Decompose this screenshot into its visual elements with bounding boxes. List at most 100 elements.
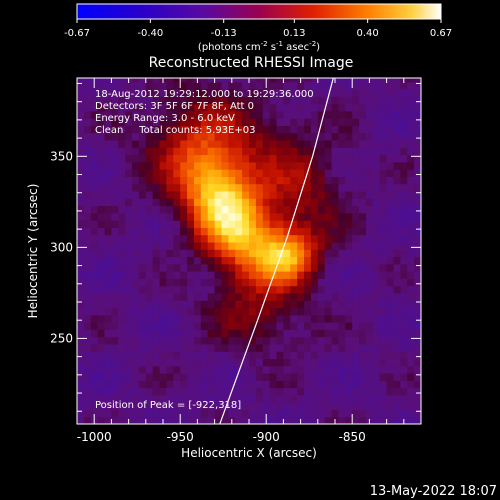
- heatmap-cell: [297, 205, 305, 214]
- heatmap-cell: [393, 307, 401, 316]
- heatmap-cell: [166, 285, 174, 294]
- heatmap-cell: [414, 409, 421, 418]
- heatmap-cell: [194, 300, 202, 309]
- heatmap-cell: [207, 373, 216, 381]
- heatmap-cell: [132, 176, 140, 185]
- heatmap-cell: [180, 205, 188, 214]
- heatmap-cell: [345, 409, 353, 418]
- heatmap-cell: [414, 125, 421, 134]
- colorbar-tick-label: 0.13: [283, 28, 305, 39]
- heatmap-cell: [352, 314, 360, 323]
- heatmap-cell: [242, 227, 250, 236]
- heatmap-cell: [366, 227, 374, 236]
- heatmap-cell: [221, 271, 229, 279]
- heatmap-cell: [242, 402, 250, 410]
- heatmap-cell: [235, 212, 243, 221]
- heatmap-cell: [283, 278, 291, 287]
- heatmap-cell: [297, 278, 305, 287]
- heatmap-cell: [324, 183, 333, 192]
- heatmap-cell: [242, 373, 250, 381]
- heatmap-cell: [290, 169, 298, 177]
- heatmap-cell: [97, 96, 106, 105]
- heatmap-cell: [352, 300, 360, 309]
- heatmap-cell: [366, 241, 374, 250]
- heatmap-cell: [414, 394, 421, 403]
- heatmap-cell: [352, 351, 360, 360]
- heatmap-cell: [400, 96, 408, 105]
- heatmap-cell: [125, 110, 133, 119]
- heatmap-cell: [111, 402, 119, 410]
- heatmap-cell: [228, 241, 236, 250]
- heatmap-cell: [194, 190, 202, 199]
- heatmap-cell: [228, 380, 236, 389]
- heatmap-cell: [83, 314, 92, 323]
- heatmap-cell: [97, 176, 106, 185]
- heatmap-cell: [352, 358, 360, 367]
- heatmap-cell: [242, 154, 250, 163]
- heatmap-cell: [173, 154, 181, 163]
- heatmap-cell: [331, 110, 340, 119]
- heatmap-cell: [283, 307, 291, 316]
- heatmap-cell: [90, 110, 99, 119]
- heatmap-cell: [393, 271, 401, 279]
- heatmap-cell: [118, 183, 126, 192]
- heatmap-cell: [331, 409, 340, 418]
- heatmap-cell: [138, 147, 147, 156]
- heatmap-cell: [407, 88, 415, 97]
- heatmap-cell: [297, 88, 305, 97]
- heatmap-cell: [352, 322, 360, 330]
- heatmap-cell: [194, 154, 202, 163]
- heatmap-cell: [331, 198, 340, 207]
- heatmap-cell: [152, 241, 161, 250]
- heatmap-cell: [393, 81, 401, 90]
- heatmap-cell: [118, 278, 126, 287]
- heatmap-cell: [207, 169, 216, 177]
- heatmap-cell: [152, 234, 161, 243]
- heatmap-cell: [159, 132, 168, 141]
- heatmap-cell: [310, 176, 319, 185]
- heatmap-cell: [393, 78, 401, 83]
- heatmap-cell: [352, 249, 360, 258]
- heatmap-cell: [331, 380, 340, 389]
- heatmap-cell: [111, 118, 119, 126]
- heatmap-cell: [324, 154, 333, 163]
- heatmap-cell: [228, 394, 236, 403]
- heatmap-cell: [207, 292, 216, 301]
- heatmap-cell: [90, 365, 99, 374]
- heatmap-cell: [221, 409, 229, 418]
- heatmap-cell: [359, 176, 367, 185]
- colorbar-tick-label: 0.40: [357, 28, 379, 39]
- heatmap-cell: [297, 351, 305, 360]
- heatmap-cell: [255, 198, 264, 207]
- heatmap-cell: [221, 125, 229, 134]
- heatmap-cell: [166, 402, 174, 410]
- heatmap-cell: [393, 183, 401, 192]
- heatmap-cell: [90, 103, 99, 112]
- heatmap-cell: [235, 78, 243, 83]
- heatmap-cell: [125, 314, 133, 323]
- heatmap-cell: [262, 314, 271, 323]
- heatmap-cell: [249, 198, 257, 207]
- heatmap-cell: [269, 314, 278, 323]
- heatmap-cell: [393, 256, 401, 265]
- heatmap-cell: [111, 198, 119, 207]
- heatmap-cell: [297, 176, 305, 185]
- heatmap-cell: [221, 147, 229, 156]
- heatmap-cell: [386, 380, 395, 389]
- heatmap-cell: [97, 78, 106, 83]
- heatmap-cell: [145, 212, 154, 221]
- heatmap-cell: [249, 190, 257, 199]
- heatmap-cell: [200, 161, 209, 170]
- heatmap-cell: [297, 198, 305, 207]
- heatmap-cell: [386, 118, 395, 126]
- heatmap-cell: [359, 394, 367, 403]
- heatmap-cell: [338, 380, 346, 389]
- heatmap-cell: [283, 322, 291, 330]
- heatmap-cell: [118, 147, 126, 156]
- heatmap-cell: [352, 78, 360, 83]
- heatmap-cell: [255, 183, 264, 192]
- heatmap-cell: [262, 176, 271, 185]
- heatmap-cell: [104, 125, 112, 134]
- heatmap-cell: [235, 336, 243, 345]
- x-tick-label: -950: [167, 430, 194, 444]
